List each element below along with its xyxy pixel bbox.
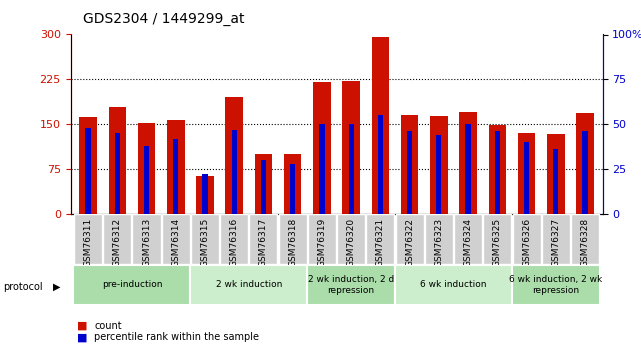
Bar: [138, 123, 155, 214]
FancyBboxPatch shape: [74, 214, 102, 264]
Text: 2 wk induction: 2 wk induction: [215, 280, 282, 289]
Text: GSM76320: GSM76320: [347, 218, 356, 267]
Text: GSM76323: GSM76323: [435, 218, 444, 267]
Bar: [583, 131, 588, 214]
FancyBboxPatch shape: [395, 214, 424, 264]
FancyBboxPatch shape: [395, 265, 512, 305]
Text: GSM76318: GSM76318: [288, 218, 297, 267]
Bar: [547, 134, 565, 214]
FancyBboxPatch shape: [190, 265, 307, 305]
Bar: [290, 164, 296, 214]
FancyBboxPatch shape: [133, 214, 160, 264]
Text: percentile rank within the sample: percentile rank within the sample: [94, 333, 259, 342]
FancyBboxPatch shape: [162, 214, 190, 264]
Text: GSM76319: GSM76319: [317, 218, 326, 267]
FancyBboxPatch shape: [307, 265, 395, 305]
Bar: [437, 135, 442, 214]
Text: GSM76324: GSM76324: [463, 218, 472, 267]
Text: GDS2304 / 1449299_at: GDS2304 / 1449299_at: [83, 12, 245, 26]
FancyBboxPatch shape: [513, 214, 540, 264]
Text: 2 wk induction, 2 d
repression: 2 wk induction, 2 d repression: [308, 275, 394, 295]
Text: GSM76326: GSM76326: [522, 218, 531, 267]
Bar: [495, 131, 500, 214]
Bar: [319, 124, 324, 214]
Bar: [231, 130, 237, 214]
FancyBboxPatch shape: [483, 214, 512, 264]
Bar: [85, 128, 90, 214]
FancyBboxPatch shape: [367, 214, 394, 264]
Bar: [524, 142, 529, 214]
Bar: [203, 175, 208, 214]
FancyBboxPatch shape: [542, 214, 570, 264]
Text: GSM76322: GSM76322: [405, 218, 414, 267]
Bar: [460, 112, 477, 214]
Bar: [167, 120, 185, 214]
Bar: [576, 114, 594, 214]
Bar: [342, 81, 360, 214]
Text: GSM76312: GSM76312: [113, 218, 122, 267]
Text: ▶: ▶: [53, 282, 61, 292]
Text: GSM76311: GSM76311: [83, 218, 92, 267]
Bar: [430, 116, 447, 214]
Bar: [261, 160, 266, 214]
Text: 6 wk induction, 2 wk
repression: 6 wk induction, 2 wk repression: [509, 275, 603, 295]
Bar: [196, 176, 213, 214]
FancyBboxPatch shape: [454, 214, 482, 264]
FancyBboxPatch shape: [512, 265, 599, 305]
Text: GSM76325: GSM76325: [493, 218, 502, 267]
Text: GSM76328: GSM76328: [581, 218, 590, 267]
Bar: [518, 133, 535, 214]
Bar: [372, 38, 389, 214]
FancyBboxPatch shape: [337, 214, 365, 264]
Text: GSM76321: GSM76321: [376, 218, 385, 267]
Text: protocol: protocol: [3, 282, 43, 292]
Bar: [173, 139, 178, 214]
FancyBboxPatch shape: [191, 214, 219, 264]
Text: pre-induction: pre-induction: [102, 280, 162, 289]
FancyBboxPatch shape: [308, 214, 336, 264]
Text: GSM76327: GSM76327: [551, 218, 560, 267]
Bar: [313, 82, 331, 214]
Bar: [378, 115, 383, 214]
Text: GSM76316: GSM76316: [229, 218, 238, 267]
Text: GSM76315: GSM76315: [201, 218, 210, 267]
Text: GSM76317: GSM76317: [259, 218, 268, 267]
Bar: [144, 146, 149, 214]
FancyBboxPatch shape: [74, 265, 190, 305]
Bar: [488, 125, 506, 214]
FancyBboxPatch shape: [571, 214, 599, 264]
Bar: [108, 107, 126, 214]
Bar: [401, 115, 419, 214]
Bar: [553, 149, 558, 214]
FancyBboxPatch shape: [249, 214, 278, 264]
FancyBboxPatch shape: [220, 214, 248, 264]
Bar: [284, 154, 301, 214]
FancyBboxPatch shape: [279, 214, 306, 264]
Bar: [254, 154, 272, 214]
Bar: [349, 124, 354, 214]
Bar: [115, 133, 120, 214]
Bar: [226, 97, 243, 214]
Text: GSM76313: GSM76313: [142, 218, 151, 267]
Bar: [465, 124, 470, 214]
Text: GSM76314: GSM76314: [171, 218, 180, 267]
Bar: [79, 117, 97, 214]
FancyBboxPatch shape: [103, 214, 131, 264]
FancyBboxPatch shape: [425, 214, 453, 264]
Text: count: count: [94, 321, 122, 331]
Text: ■: ■: [77, 321, 87, 331]
Text: 6 wk induction: 6 wk induction: [420, 280, 487, 289]
Text: ■: ■: [77, 333, 87, 342]
Bar: [407, 131, 412, 214]
